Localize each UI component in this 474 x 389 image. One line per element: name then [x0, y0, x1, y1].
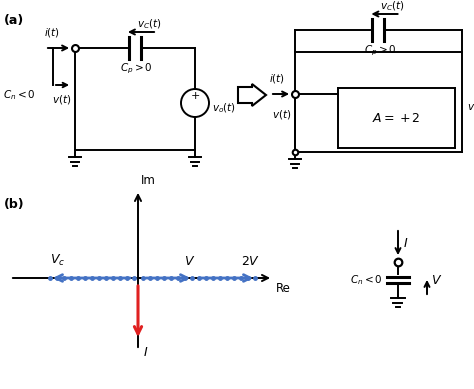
Text: $v_o(t)$: $v_o(t)$	[467, 100, 474, 114]
Text: $2V$: $2V$	[241, 255, 261, 268]
Text: $v_C(t)$: $v_C(t)$	[380, 0, 405, 13]
Text: $C_p>0$: $C_p>0$	[364, 44, 397, 58]
Text: $v_o(t)$: $v_o(t)$	[212, 101, 236, 115]
Text: $i(t)$: $i(t)$	[44, 26, 60, 39]
Text: Re: Re	[276, 282, 291, 295]
Text: $v(t)$: $v(t)$	[52, 93, 71, 105]
Text: $C_p>0$: $C_p>0$	[119, 62, 152, 76]
FancyArrow shape	[238, 84, 266, 106]
Text: $V$: $V$	[431, 273, 442, 287]
Text: $V$: $V$	[184, 255, 196, 268]
Text: $I$: $I$	[143, 346, 148, 359]
Text: (b): (b)	[4, 198, 25, 211]
Text: +: +	[191, 91, 200, 101]
Text: $C_n<0$: $C_n<0$	[3, 88, 36, 102]
Text: $C_n<0$: $C_n<0$	[350, 273, 383, 287]
Text: $A=+2$: $A=+2$	[372, 112, 421, 124]
Text: $i(t)$: $i(t)$	[269, 72, 285, 85]
Text: $v_C(t)$: $v_C(t)$	[137, 18, 161, 31]
Text: (a): (a)	[4, 14, 24, 27]
Text: $V_c$: $V_c$	[50, 253, 65, 268]
Text: $v(t)$: $v(t)$	[272, 108, 291, 121]
Text: Im: Im	[141, 174, 156, 187]
Text: $I$: $I$	[403, 237, 409, 249]
